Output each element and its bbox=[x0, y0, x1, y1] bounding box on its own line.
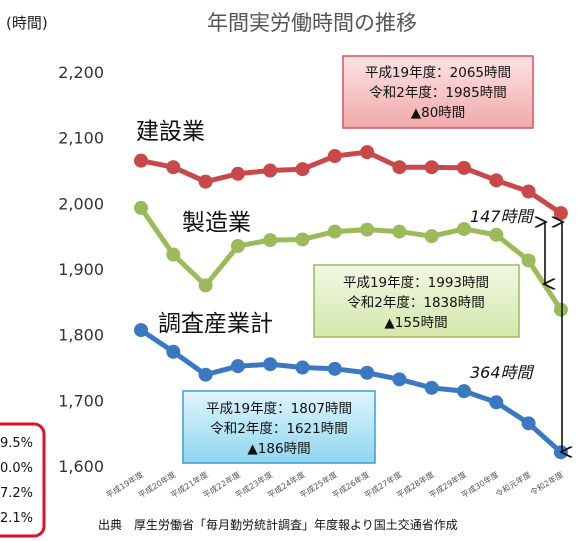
callout-manufacturing-line2: 令和2年度：1838時間 bbox=[347, 295, 484, 311]
data-point-all-industries bbox=[553, 445, 568, 460]
data-point-all-industries bbox=[392, 372, 407, 387]
data-point-construction bbox=[263, 163, 278, 178]
y-axis-unit: (時間) bbox=[6, 14, 48, 32]
data-point-all-industries bbox=[134, 323, 148, 338]
callout-all-industries: 平成19年度：1807時間 令和2年度：1621時間 ▲186時間 bbox=[182, 390, 376, 464]
y-tick-label: 2,100 bbox=[58, 129, 104, 148]
fragment-line-1: 9.5% bbox=[0, 436, 33, 451]
x-tick-label: 令和元年度 bbox=[493, 469, 532, 499]
data-point-manufacturing bbox=[392, 224, 407, 239]
data-point-construction bbox=[360, 145, 375, 160]
data-point-all-industries bbox=[360, 365, 375, 380]
data-point-manufacturing bbox=[489, 227, 504, 242]
data-point-construction bbox=[553, 206, 568, 221]
data-point-construction bbox=[198, 174, 213, 189]
data-point-all-industries bbox=[230, 359, 245, 374]
series-label-construction: 建設業 bbox=[136, 119, 205, 145]
chart-title: 年間実労働時間の推移 bbox=[207, 11, 417, 35]
callout-all-industries-line1: 平成19年度：1807時間 bbox=[206, 401, 352, 417]
data-point-manufacturing bbox=[360, 222, 375, 237]
data-point-all-industries bbox=[489, 395, 504, 410]
data-point-all-industries bbox=[521, 416, 536, 431]
y-tick-label: 1,700 bbox=[58, 391, 104, 410]
data-point-manufacturing bbox=[295, 232, 310, 247]
data-point-manufacturing bbox=[198, 278, 213, 293]
callout-all-industries-line3: ▲186時間 bbox=[247, 441, 310, 457]
y-tick-label: 1,800 bbox=[58, 326, 104, 345]
y-tick-label: 1,900 bbox=[58, 260, 104, 279]
fragment-line-3: 7.2% bbox=[0, 486, 33, 501]
callout-all-industries-line2: 令和2年度：1621時間 bbox=[210, 421, 347, 437]
series-label-manufacturing: 製造業 bbox=[182, 210, 251, 236]
data-point-manufacturing bbox=[166, 247, 181, 262]
source-note: 出典 厚生労働省「毎月勤労統計調査」年度報より国土交通省作成 bbox=[98, 517, 458, 532]
x-tick-label: 令和2年度 bbox=[528, 469, 565, 497]
data-point-manufacturing bbox=[553, 302, 568, 317]
data-point-construction bbox=[327, 149, 342, 164]
data-point-construction bbox=[457, 160, 471, 175]
callout-manufacturing-line3: ▲155時間 bbox=[384, 315, 447, 331]
data-point-construction bbox=[230, 166, 245, 181]
data-point-all-industries bbox=[198, 367, 213, 382]
fragment-line-2: 0.0% bbox=[0, 461, 33, 476]
data-point-manufacturing bbox=[424, 229, 439, 244]
data-point-all-industries bbox=[327, 361, 342, 376]
y-tick-label: 2,200 bbox=[58, 63, 104, 82]
callout-construction: 平成19年度：2065時間 令和2年度：1985時間 ▲80時間 bbox=[342, 55, 534, 129]
callout-manufacturing-line1: 平成19年度：1993時間 bbox=[343, 275, 489, 291]
callout-construction-line3: ▲80時間 bbox=[411, 105, 466, 121]
series-label-all-industries: 調査産業計 bbox=[158, 311, 273, 337]
data-point-all-industries bbox=[424, 380, 439, 395]
callout-construction-line2: 令和2年度：1985時間 bbox=[369, 85, 506, 101]
y-tick-label: 1,600 bbox=[58, 457, 104, 476]
cropped-percentage-box: 9.5% 0.0% 7.2% 2.1% bbox=[0, 422, 46, 538]
data-point-construction bbox=[424, 160, 439, 175]
y-tick-label: 2,000 bbox=[58, 194, 104, 213]
callout-construction-line1: 平成19年度：2065時間 bbox=[365, 65, 511, 81]
difference-label-364: 364時間 bbox=[470, 363, 535, 382]
data-point-all-industries bbox=[263, 357, 278, 372]
data-point-all-industries bbox=[457, 384, 471, 399]
data-point-construction bbox=[295, 162, 310, 177]
difference-label-147: 147時間 bbox=[470, 207, 535, 226]
data-point-construction bbox=[392, 160, 407, 175]
data-point-all-industries bbox=[166, 344, 181, 359]
callout-manufacturing: 平成19年度：1993時間 令和2年度：1838時間 ▲155時間 bbox=[313, 264, 520, 338]
data-point-manufacturing bbox=[230, 239, 245, 254]
data-point-construction bbox=[521, 184, 536, 199]
data-point-manufacturing bbox=[263, 233, 278, 248]
data-point-construction bbox=[166, 160, 181, 175]
fragment-line-4: 2.1% bbox=[0, 511, 33, 526]
data-point-manufacturing bbox=[521, 253, 536, 268]
data-point-construction bbox=[489, 173, 504, 188]
data-point-manufacturing bbox=[327, 224, 342, 239]
data-point-manufacturing bbox=[457, 221, 471, 236]
data-point-manufacturing bbox=[134, 200, 148, 215]
data-point-construction bbox=[134, 153, 148, 168]
data-point-all-industries bbox=[295, 360, 310, 375]
